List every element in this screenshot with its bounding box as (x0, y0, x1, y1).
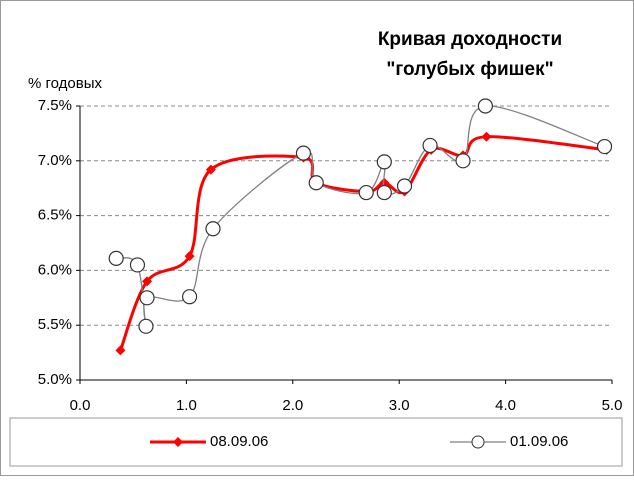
x-tick-label: 0.0 (70, 397, 91, 414)
y-tick-label: 7.0% (38, 152, 72, 169)
marker (295, 145, 312, 161)
x-tick-label: 4.0 (495, 397, 516, 414)
chart-title: "голубых фишек" (386, 59, 553, 80)
marker (376, 154, 392, 170)
marker (477, 98, 493, 114)
x-tick-label: 3.0 (389, 397, 410, 414)
marker (184, 251, 195, 262)
marker (308, 175, 324, 191)
marker (596, 138, 613, 155)
marker (422, 137, 438, 154)
marker (379, 177, 390, 188)
marker (108, 250, 124, 266)
marker (142, 276, 153, 287)
y-tick-label: 5.0% (38, 371, 72, 388)
marker (481, 131, 492, 142)
marker (115, 345, 126, 356)
y-tick-label: 5.5% (38, 316, 72, 333)
marker (358, 184, 374, 201)
y-axis-label: % годовых (28, 75, 103, 92)
marker (129, 257, 146, 273)
legend-marker (173, 437, 183, 447)
marker (396, 178, 413, 194)
legend-label: 01.09.06 (510, 433, 568, 450)
y-tick-label: 6.5% (38, 207, 72, 224)
chart-title: Кривая доходности (378, 29, 562, 50)
x-tick-label: 2.0 (282, 397, 303, 414)
x-tick-label: 1.0 (176, 397, 197, 414)
marker (139, 290, 155, 306)
legend-frame (9, 417, 623, 467)
y-tick-label: 6.0% (38, 261, 72, 278)
marker (376, 184, 392, 201)
marker (181, 289, 198, 305)
x-tick-label: 5.0 (602, 397, 623, 414)
marker (138, 318, 154, 334)
marker (205, 221, 221, 237)
marker (205, 164, 216, 175)
legend-label: 08.09.06 (210, 433, 268, 450)
marker (455, 153, 471, 169)
y-tick-label: 7.5% (38, 97, 72, 114)
legend-marker (471, 435, 485, 449)
